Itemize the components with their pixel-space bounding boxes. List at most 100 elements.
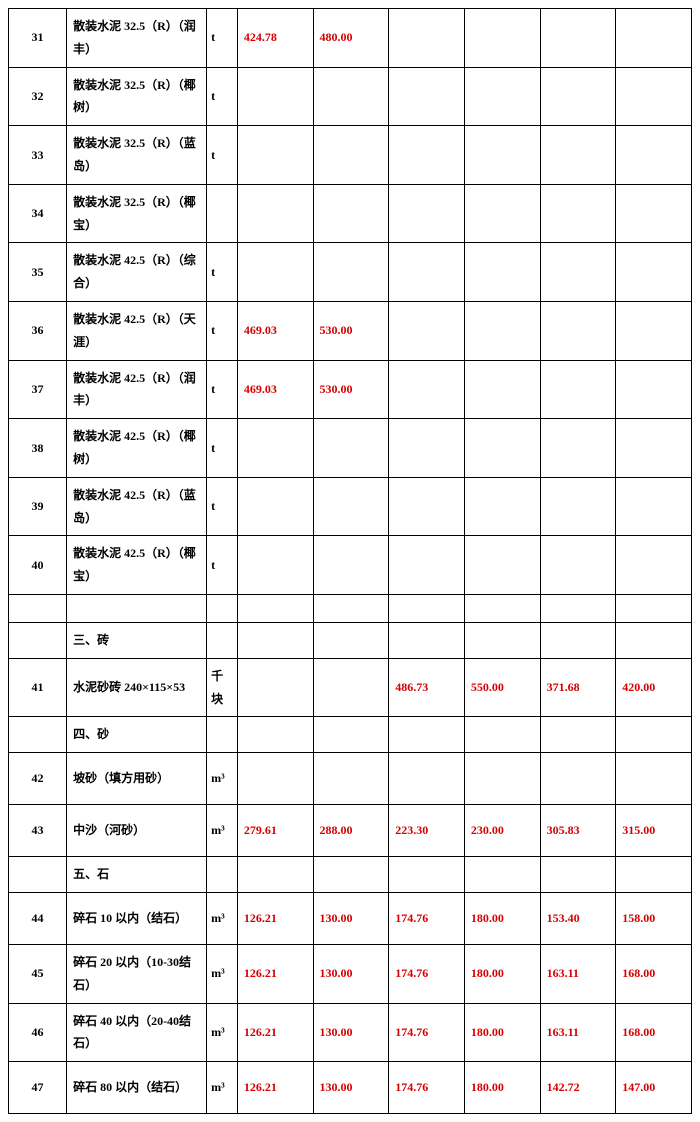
price-4 — [464, 536, 540, 595]
table-row: 36散装水泥 42.5（R）（天涯）t469.03530.00 — [9, 301, 692, 360]
unit: t — [207, 9, 238, 68]
row-number — [9, 717, 67, 753]
price-1: 126.21 — [237, 944, 313, 1003]
table-row: 五、石 — [9, 857, 692, 893]
price-4: 180.00 — [464, 1003, 540, 1062]
unit — [207, 857, 238, 893]
price-1: 424.78 — [237, 9, 313, 68]
price-3 — [389, 753, 465, 805]
material-name: 散装水泥 32.5（R）（椰树） — [67, 67, 207, 126]
unit: t — [207, 301, 238, 360]
price-2: 288.00 — [313, 805, 389, 857]
price-1 — [237, 184, 313, 243]
price-3 — [389, 536, 465, 595]
unit: t — [207, 477, 238, 536]
price-6 — [616, 419, 692, 478]
price-5 — [540, 243, 616, 302]
price-1 — [237, 67, 313, 126]
price-3 — [389, 360, 465, 419]
price-3: 174.76 — [389, 1062, 465, 1114]
price-3 — [389, 301, 465, 360]
price-4 — [464, 857, 540, 893]
price-5 — [540, 9, 616, 68]
row-number: 38 — [9, 419, 67, 478]
material-name: 散装水泥 42.5（R）（蓝岛） — [67, 477, 207, 536]
row-number — [9, 622, 67, 658]
price-6: 168.00 — [616, 1003, 692, 1062]
price-2: 130.00 — [313, 1003, 389, 1062]
price-4 — [464, 126, 540, 185]
price-1 — [237, 658, 313, 717]
price-6: 420.00 — [616, 658, 692, 717]
price-5: 142.72 — [540, 1062, 616, 1114]
material-name: 四、砂 — [67, 717, 207, 753]
price-3 — [389, 477, 465, 536]
material-name: 散装水泥 32.5（R）（椰宝） — [67, 184, 207, 243]
unit: 千块 — [207, 658, 238, 717]
price-5 — [540, 857, 616, 893]
price-1 — [237, 243, 313, 302]
price-2 — [313, 243, 389, 302]
price-6: 315.00 — [616, 805, 692, 857]
row-number: 42 — [9, 753, 67, 805]
price-4 — [464, 67, 540, 126]
price-4 — [464, 477, 540, 536]
row-number: 31 — [9, 9, 67, 68]
price-1: 126.21 — [237, 1062, 313, 1114]
price-6 — [616, 9, 692, 68]
table-row: 32散装水泥 32.5（R）（椰树）t — [9, 67, 692, 126]
price-3 — [389, 419, 465, 478]
price-3 — [389, 243, 465, 302]
material-name: 碎石 10 以内（结石） — [67, 892, 207, 944]
price-1 — [237, 857, 313, 893]
price-2 — [313, 658, 389, 717]
price-2 — [313, 622, 389, 658]
price-5: 163.11 — [540, 1003, 616, 1062]
price-5: 163.11 — [540, 944, 616, 1003]
price-3 — [389, 622, 465, 658]
price-3 — [389, 717, 465, 753]
price-5: 371.68 — [540, 658, 616, 717]
price-2 — [313, 419, 389, 478]
price-6 — [616, 243, 692, 302]
price-5: 305.83 — [540, 805, 616, 857]
price-2: 130.00 — [313, 892, 389, 944]
price-6 — [616, 301, 692, 360]
table-row — [9, 594, 692, 622]
row-number — [9, 857, 67, 893]
price-5 — [540, 67, 616, 126]
row-number: 43 — [9, 805, 67, 857]
unit — [207, 184, 238, 243]
price-4 — [464, 753, 540, 805]
material-name: 水泥砂砖 240×115×53 — [67, 658, 207, 717]
price-3: 174.76 — [389, 1003, 465, 1062]
row-number: 36 — [9, 301, 67, 360]
price-5 — [540, 536, 616, 595]
materials-price-table: 31散装水泥 32.5（R）（润丰）t424.78480.0032散装水泥 32… — [8, 8, 692, 1114]
row-number: 44 — [9, 892, 67, 944]
row-number: 32 — [9, 67, 67, 126]
row-number: 34 — [9, 184, 67, 243]
table-row: 41水泥砂砖 240×115×53千块486.73550.00371.68420… — [9, 658, 692, 717]
material-name: 散装水泥 32.5（R）（润丰） — [67, 9, 207, 68]
row-number: 37 — [9, 360, 67, 419]
price-1: 126.21 — [237, 1003, 313, 1062]
price-3 — [389, 857, 465, 893]
price-6 — [616, 67, 692, 126]
unit: m³ — [207, 892, 238, 944]
price-2: 130.00 — [313, 1062, 389, 1114]
price-4: 180.00 — [464, 944, 540, 1003]
price-6 — [616, 360, 692, 419]
unit: m³ — [207, 1003, 238, 1062]
price-6 — [616, 717, 692, 753]
row-number: 35 — [9, 243, 67, 302]
price-1 — [237, 536, 313, 595]
price-2 — [313, 536, 389, 595]
unit — [207, 594, 238, 622]
price-1: 126.21 — [237, 892, 313, 944]
price-5 — [540, 301, 616, 360]
table-row: 四、砂 — [9, 717, 692, 753]
unit: t — [207, 67, 238, 126]
material-name — [67, 594, 207, 622]
row-number: 46 — [9, 1003, 67, 1062]
